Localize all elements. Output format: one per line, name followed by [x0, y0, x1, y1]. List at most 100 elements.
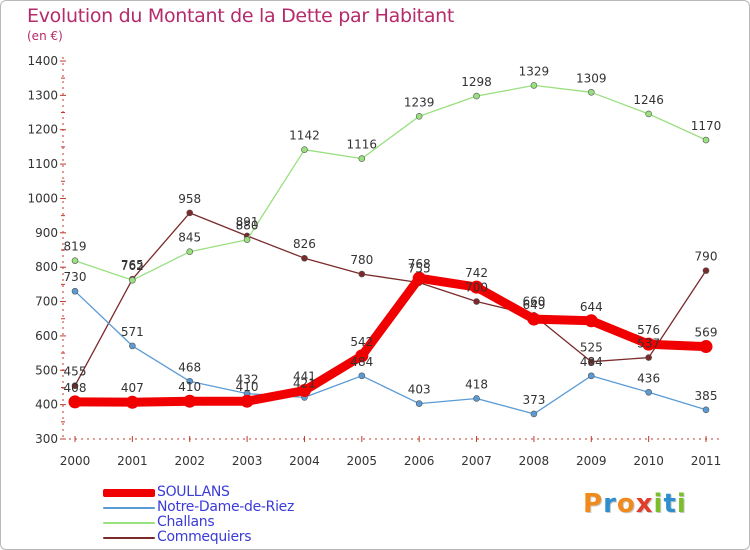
x-tick-label: 2009 [576, 454, 607, 468]
data-label: 649 [522, 298, 545, 312]
data-label: 432 [236, 373, 259, 387]
data-point [645, 110, 652, 118]
x-tick-label: 2000 [60, 454, 91, 468]
x-tick-label: 2002 [174, 454, 205, 468]
data-label: 408 [64, 381, 87, 395]
legend-label: Notre-Dame-de-Riez [157, 499, 295, 515]
data-label: 403 [408, 383, 431, 397]
x-tick-label: 2005 [347, 454, 378, 468]
logo-letter: o [616, 489, 636, 519]
data-label: 441 [293, 370, 316, 384]
data-label: 542 [350, 335, 373, 349]
legend-swatch [103, 537, 155, 539]
data-point [470, 280, 484, 294]
data-label: 819 [64, 240, 87, 254]
data-labels: 408 407 410 410 441 542 768 742 649 644 576 569 730 5… [64, 64, 722, 407]
data-point [412, 271, 426, 285]
legend-label: Challans [157, 514, 215, 530]
data-label: 660 [522, 294, 545, 308]
y-tick-label: 600 [35, 329, 58, 343]
x-tick-label: 2008 [519, 454, 550, 468]
data-point [699, 340, 713, 354]
data-label: 826 [293, 237, 316, 251]
data-point [530, 82, 538, 89]
series-line [74, 290, 707, 415]
data-label: 571 [121, 325, 144, 339]
data-label: 576 [637, 323, 660, 337]
data-label: 958 [178, 192, 201, 206]
data-point [645, 354, 652, 361]
x-tick-label: 2010 [633, 454, 664, 468]
data-label: 1246 [633, 93, 664, 107]
data-point [297, 384, 311, 398]
logo-letter: r [603, 489, 617, 519]
x-tick-label: 2001 [117, 454, 148, 468]
data-label: 780 [350, 253, 373, 267]
data-label: 484 [580, 355, 603, 369]
logo-letter: i [676, 489, 687, 519]
data-label: 880 [236, 219, 259, 233]
data-label: 1142 [289, 129, 320, 143]
data-point [301, 146, 308, 153]
data-point [68, 395, 82, 409]
data-label: 1329 [519, 64, 550, 78]
axes: 300 400 500 600 700 800 900 1000 1100 1200 1300 140… [27, 54, 721, 468]
data-point [125, 395, 139, 409]
data-point [587, 358, 595, 365]
data-label: 385 [695, 389, 718, 403]
data-label: 1298 [461, 75, 492, 89]
data-label: 765 [121, 258, 144, 272]
data-point [415, 400, 423, 407]
y-tick-label: 1300 [27, 88, 58, 102]
data-label: 755 [408, 262, 431, 276]
y-tick-label: 900 [35, 226, 58, 240]
legend-label: SOULLANS [157, 484, 230, 500]
data-label: 407 [121, 381, 144, 395]
series-line [70, 273, 711, 407]
y-tick-label: 500 [35, 363, 58, 377]
data-point [240, 394, 254, 408]
data-point [183, 394, 197, 408]
data-point [71, 287, 79, 295]
series-soullans [68, 271, 713, 409]
legend-swatch [103, 522, 155, 524]
data-label: 484 [350, 355, 373, 369]
logo-letter: x [635, 489, 654, 519]
data-label: 768 [408, 257, 431, 271]
data-label: 410 [236, 380, 259, 394]
data-point [587, 372, 595, 380]
data-label: 1309 [576, 71, 607, 85]
legend-label: Commequiers [157, 529, 252, 545]
data-point [358, 155, 366, 162]
y-tick-label: 400 [35, 398, 58, 412]
data-label: 644 [580, 300, 603, 314]
data-point [584, 314, 598, 328]
data-point [473, 298, 480, 305]
data-label: 569 [695, 326, 718, 340]
y-tick-label: 700 [35, 295, 58, 309]
data-label: 525 [580, 341, 603, 355]
series-line [74, 84, 707, 281]
data-point [129, 276, 136, 284]
legend-swatch [103, 507, 155, 509]
data-label: 742 [465, 266, 488, 280]
series-line [74, 212, 707, 387]
chart-unit-subtitle: (en €) [27, 29, 63, 43]
data-point [642, 337, 656, 351]
data-point [587, 88, 595, 96]
data-point [186, 209, 194, 217]
data-point [186, 248, 194, 256]
data-point [702, 406, 710, 414]
data-label: 537 [637, 337, 660, 351]
y-tick-label: 800 [35, 260, 58, 274]
logo-letter: t [663, 489, 677, 519]
data-label: 891 [236, 215, 259, 229]
y-tick-label: 300 [35, 432, 58, 446]
data-label: 1239 [404, 95, 435, 109]
data-point [702, 136, 710, 144]
data-point [645, 388, 652, 396]
data-point [473, 395, 480, 402]
logo-letter: P [583, 489, 604, 519]
data-label: 418 [465, 377, 488, 391]
